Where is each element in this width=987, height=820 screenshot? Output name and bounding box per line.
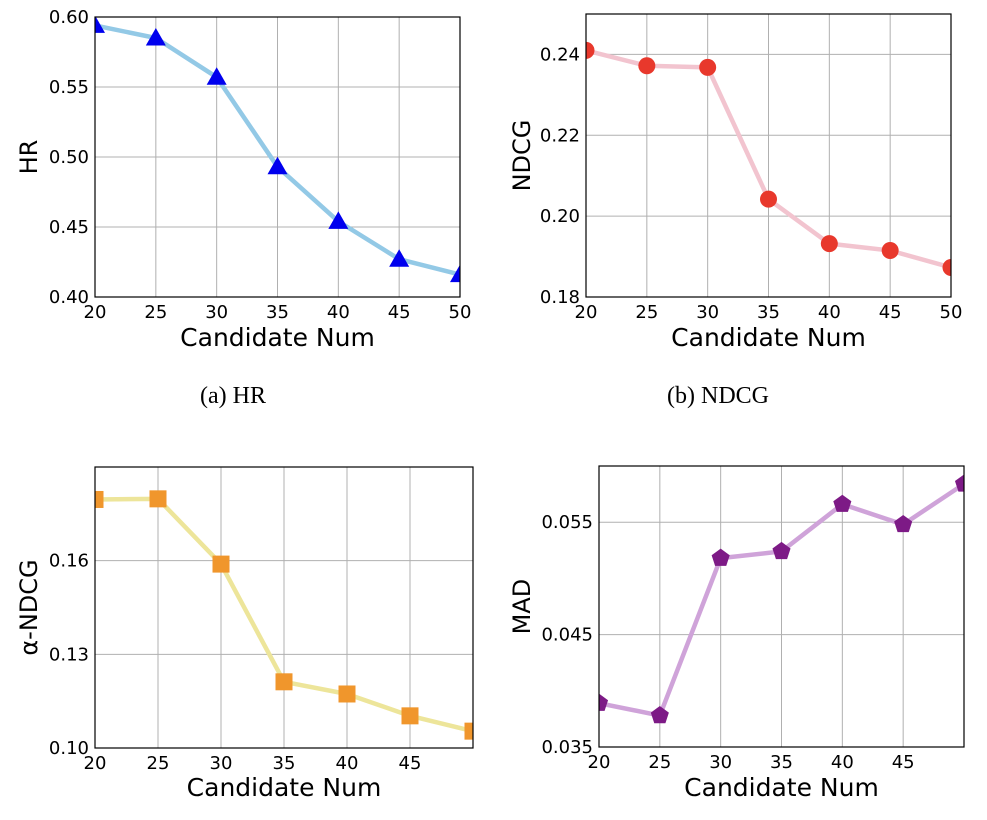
alpha-ndcg-plot-frame	[94, 466, 474, 749]
ndcg-y-tick-label: 0.22	[540, 125, 580, 146]
mad-x-tick-label: 45	[892, 752, 915, 773]
ndcg-x-tick-label: 25	[635, 302, 658, 323]
mad-y-axis-label: MAD	[508, 579, 536, 635]
hr-data-point	[450, 264, 460, 283]
mad-x-tick-label: 20	[588, 752, 611, 773]
hr-markers	[95, 17, 460, 283]
hr-y-tick-label: 0.50	[49, 147, 89, 168]
ndcg-chart-caption: (b) NDCG	[667, 383, 769, 409]
ndcg-data-point	[881, 242, 899, 260]
mad-grid	[598, 466, 964, 748]
mad-data-point	[772, 541, 791, 560]
ndcg-chart-panel: 20 25 30 35 40 45 50 0.18 0.20 0.22 0.24 Candidate …	[493, 0, 987, 360]
mad-x-tick-label: 25	[648, 752, 671, 773]
hr-x-axis-label: Candidate Num	[180, 323, 375, 352]
ndcg-x-tick-label: 40	[818, 302, 841, 323]
hr-data-point	[267, 156, 288, 175]
ndcg-x-tick-label: 50	[940, 302, 963, 323]
alpha-ndcg-x-tick-label: 25	[147, 753, 170, 774]
alpha-ndcg-x-tick-label: 35	[273, 753, 296, 774]
hr-plot-frame	[94, 16, 461, 298]
hr-chart-caption: (a) HR	[200, 383, 266, 409]
alpha-ndcg-x-tick-label: 40	[336, 753, 359, 774]
mad-x-axis-label: Candidate Num	[684, 773, 879, 802]
hr-data-point	[389, 249, 410, 267]
hr-y-tick-label: 0.55	[49, 77, 89, 98]
ndcg-data-point	[942, 258, 951, 276]
hr-x-tick-label: 45	[388, 302, 411, 323]
ndcg-data-point	[699, 58, 717, 76]
mad-data-point	[711, 548, 730, 566]
hr-y-tick-label: 0.40	[49, 287, 89, 308]
mad-x-tick-label: 30	[709, 752, 732, 773]
alpha-ndcg-data-point	[338, 685, 356, 703]
mad-markers	[599, 474, 964, 724]
mad-plot-frame	[598, 465, 965, 748]
ndcg-y-tick-label: 0.18	[540, 287, 580, 308]
alpha-ndcg-data-point	[149, 490, 167, 508]
hr-x-tick-label: 50	[449, 302, 472, 323]
alpha-ndcg-data-point	[95, 490, 104, 508]
mad-x-tick-label: 35	[770, 752, 793, 773]
alpha-ndcg-x-tick-label: 20	[84, 753, 107, 774]
alpha-ndcg-data-point	[212, 555, 230, 573]
ndcg-chart: 20 25 30 35 40 45 50 0.18 0.20 0.22 0.24 Candidate …	[508, 13, 963, 352]
ndcg-plot-frame	[585, 13, 952, 298]
alpha-ndcg-y-axis-label: α-NDCG	[15, 559, 43, 655]
mad-y-tick-label: 0.045	[541, 625, 593, 646]
hr-chart-panel: 20 25 30 35 40 45 50 0.40 0.45 0.50 0.55 0.60 Candid…	[0, 0, 493, 360]
ndcg-x-tick-label: 20	[575, 302, 598, 323]
alpha-ndcg-data-point	[401, 707, 419, 725]
ndcg-x-tick-label: 35	[757, 302, 780, 323]
alpha-ndcg-markers	[95, 490, 473, 740]
ndcg-data-point	[760, 190, 777, 208]
ndcg-data-point	[820, 235, 838, 253]
mad-y-tick-label: 0.035	[541, 737, 593, 758]
hr-x-tick-label: 25	[144, 302, 167, 323]
alpha-ndcg-chart-panel: 20 25 30 35 40 45 0.10 0.13 0.16 Candidate Num α-N…	[0, 455, 493, 816]
mad-data-point	[894, 514, 913, 533]
mad-y-tick-label: 0.055	[541, 512, 593, 533]
alpha-ndcg-x-axis-label: Candidate Num	[187, 773, 382, 802]
mad-data-point	[833, 494, 852, 512]
ndcg-y-axis-label: NDCG	[508, 120, 536, 192]
mad-chart: 20 25 30 35 40 45 0.035 0.045 0.055 Candidate Num…	[508, 465, 965, 802]
alpha-ndcg-x-tick-label: 30	[210, 753, 233, 774]
mad-chart-panel: 20 25 30 35 40 45 0.035 0.045 0.055 Candidate Num…	[493, 455, 987, 816]
hr-y-axis-label: HR	[15, 140, 43, 175]
mad-data-point	[954, 474, 964, 492]
alpha-ndcg-y-tick-label: 0.13	[49, 644, 89, 665]
hr-chart: 20 25 30 35 40 45 50 0.40 0.45 0.50 0.55 0.60 Candid…	[15, 7, 472, 352]
alpha-ndcg-y-tick-label: 0.16	[49, 551, 89, 572]
alpha-ndcg-y-tick-label: 0.10	[49, 738, 89, 759]
mad-data-point	[599, 693, 609, 711]
alpha-ndcg-grid	[94, 467, 473, 749]
alpha-ndcg-x-tick-label: 45	[399, 753, 422, 774]
ndcg-x-tick-label: 30	[696, 302, 719, 323]
hr-data-point	[145, 28, 166, 46]
hr-y-tick-label: 0.60	[49, 7, 89, 28]
hr-x-tick-label: 20	[84, 302, 107, 323]
hr-x-tick-label: 35	[266, 302, 289, 323]
alpha-ndcg-chart: 20 25 30 35 40 45 0.10 0.13 0.16 Candidate Num α-N…	[15, 466, 474, 802]
hr-x-tick-label: 30	[205, 302, 228, 323]
hr-x-tick-label: 40	[327, 302, 350, 323]
ndcg-y-tick-label: 0.20	[540, 206, 580, 227]
ndcg-x-axis-label: Candidate Num	[671, 323, 866, 352]
ndcg-x-tick-label: 45	[879, 302, 902, 323]
mad-x-tick-label: 40	[831, 752, 854, 773]
alpha-ndcg-data-point	[275, 673, 293, 691]
mad-data-point	[650, 706, 669, 724]
hr-data-point	[95, 17, 105, 33]
ndcg-y-tick-label: 0.24	[540, 44, 580, 65]
ndcg-data-point	[586, 41, 595, 59]
hr-data-point	[206, 67, 227, 85]
ndcg-data-point	[638, 57, 656, 75]
hr-data-point	[328, 211, 349, 229]
alpha-ndcg-data-point	[464, 722, 473, 740]
ndcg-markers	[586, 41, 951, 276]
hr-y-tick-label: 0.45	[49, 217, 89, 238]
